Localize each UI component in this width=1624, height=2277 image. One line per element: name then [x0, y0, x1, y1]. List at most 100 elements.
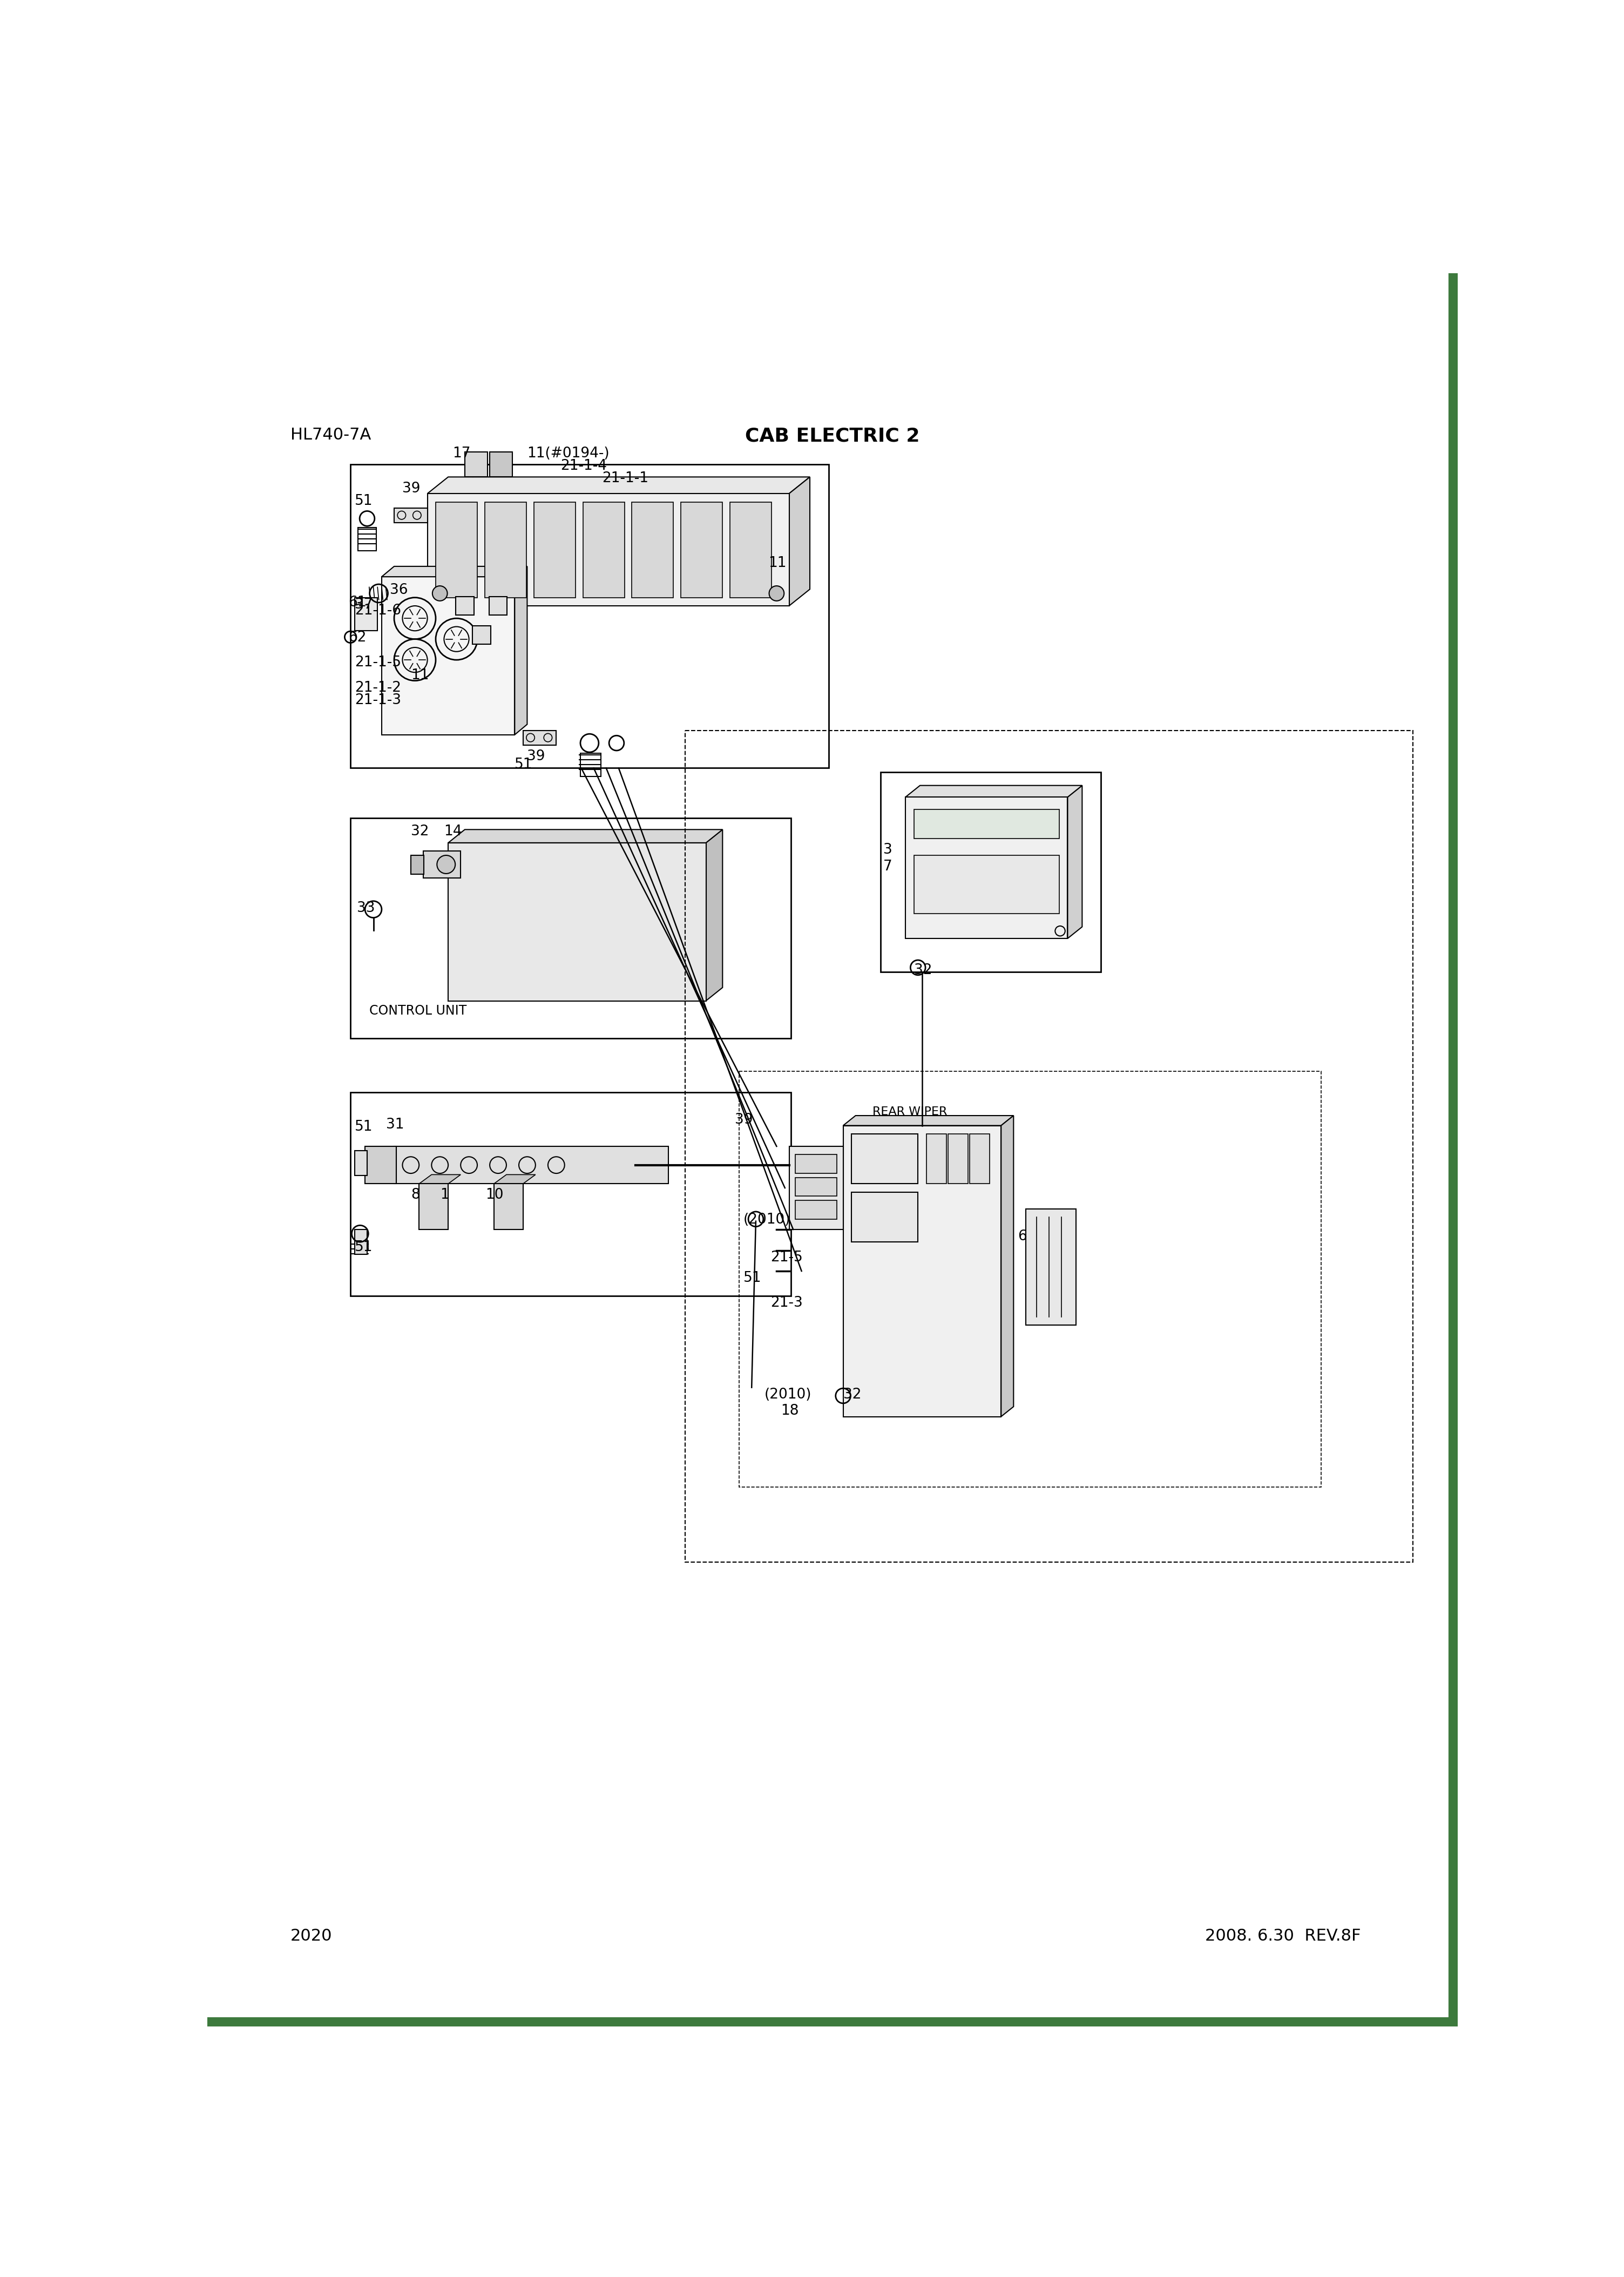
Text: 21-1-5: 21-1-5: [354, 656, 401, 669]
Bar: [354, 1230, 367, 1255]
Bar: [970, 1134, 989, 1184]
Text: HL740-7A: HL740-7A: [291, 428, 370, 442]
Text: 32: 32: [843, 1387, 861, 1403]
Text: 51: 51: [354, 1241, 374, 1255]
Bar: [448, 842, 706, 1002]
Bar: [534, 501, 575, 597]
Text: (2010): (2010): [744, 1214, 791, 1227]
Polygon shape: [1067, 786, 1082, 938]
Text: 18: 18: [781, 1405, 799, 1419]
Bar: [494, 1184, 523, 1230]
Text: CONTROL UNIT: CONTROL UNIT: [369, 1004, 466, 1018]
Text: 10: 10: [486, 1189, 503, 1202]
Bar: [914, 811, 1059, 838]
Text: 8: 8: [411, 1189, 421, 1202]
Polygon shape: [706, 829, 723, 1002]
Bar: [796, 1154, 836, 1173]
Circle shape: [437, 856, 455, 874]
Bar: [435, 501, 477, 597]
Circle shape: [432, 585, 447, 601]
Bar: [914, 856, 1059, 913]
Text: 11: 11: [768, 556, 786, 569]
Bar: [456, 597, 474, 615]
Text: (2010): (2010): [765, 1387, 812, 1403]
Bar: [354, 1150, 367, 1175]
Bar: [464, 453, 487, 476]
Bar: [580, 754, 601, 776]
Bar: [489, 597, 507, 615]
Polygon shape: [1000, 1116, 1013, 1416]
Text: 51: 51: [354, 494, 374, 508]
Text: 14: 14: [443, 824, 463, 838]
Bar: [926, 1134, 947, 1184]
Bar: [354, 597, 377, 631]
Bar: [351, 465, 828, 767]
Text: 21-1-2: 21-1-2: [354, 681, 401, 694]
Bar: [796, 1177, 836, 1195]
Bar: [685, 731, 1413, 1562]
Text: 37: 37: [354, 597, 374, 613]
Polygon shape: [427, 476, 810, 494]
Bar: [484, 501, 526, 597]
Text: 51: 51: [354, 1120, 374, 1134]
Polygon shape: [843, 1116, 1013, 1125]
Text: 32: 32: [914, 963, 932, 977]
Text: 36: 36: [390, 583, 408, 597]
Text: 1: 1: [440, 1189, 448, 1202]
Polygon shape: [494, 1175, 536, 1184]
Bar: [680, 501, 723, 597]
Bar: [427, 494, 789, 606]
Text: 17: 17: [453, 446, 471, 460]
Text: 21-1-1: 21-1-1: [603, 471, 648, 485]
Text: 2008. 6.30  REV.8F: 2008. 6.30 REV.8F: [1205, 1929, 1361, 1945]
Polygon shape: [906, 786, 1082, 797]
Text: 21-3: 21-3: [770, 1296, 802, 1309]
Text: 21-5: 21-5: [770, 1250, 802, 1264]
Bar: [357, 528, 377, 551]
Bar: [731, 501, 771, 597]
Bar: [796, 1200, 836, 1218]
Text: 6: 6: [1018, 1230, 1026, 1243]
Text: 51: 51: [744, 1271, 762, 1284]
Text: 39: 39: [736, 1113, 754, 1127]
Bar: [395, 508, 427, 524]
Bar: [490, 453, 513, 476]
Bar: [789, 1145, 843, 1230]
Text: 31: 31: [387, 1118, 404, 1132]
Text: 11(#0194-): 11(#0194-): [528, 446, 609, 460]
Bar: [739, 1072, 1322, 1487]
Bar: [351, 1093, 791, 1296]
Text: 39: 39: [403, 483, 421, 496]
Bar: [523, 731, 557, 745]
Bar: [851, 1134, 918, 1184]
Bar: [632, 501, 674, 597]
Text: CAB ELECTRIC 2: CAB ELECTRIC 2: [745, 428, 919, 446]
Bar: [851, 1193, 918, 1241]
Bar: [419, 1184, 448, 1230]
Text: 32: 32: [411, 824, 429, 838]
Text: 11: 11: [411, 667, 429, 683]
Bar: [880, 772, 1101, 972]
Bar: [351, 817, 791, 1038]
Polygon shape: [515, 567, 528, 735]
Text: 62: 62: [349, 631, 367, 644]
Circle shape: [770, 585, 784, 601]
Text: 3: 3: [883, 842, 893, 856]
Bar: [906, 797, 1067, 938]
Text: 61: 61: [349, 597, 367, 610]
Bar: [411, 856, 424, 874]
Text: 2020: 2020: [291, 1929, 331, 1945]
Bar: [583, 501, 625, 597]
Text: REAR WIPER: REAR WIPER: [872, 1107, 947, 1118]
Bar: [382, 576, 515, 735]
Text: 33: 33: [357, 902, 375, 915]
Bar: [473, 626, 490, 644]
Bar: [365, 1145, 396, 1184]
Polygon shape: [789, 476, 810, 606]
Bar: [1026, 1209, 1077, 1325]
Polygon shape: [448, 829, 723, 842]
Text: 21-1-6: 21-1-6: [354, 603, 401, 617]
Bar: [843, 1125, 1000, 1416]
Text: 39: 39: [528, 749, 546, 763]
Bar: [948, 1134, 968, 1184]
